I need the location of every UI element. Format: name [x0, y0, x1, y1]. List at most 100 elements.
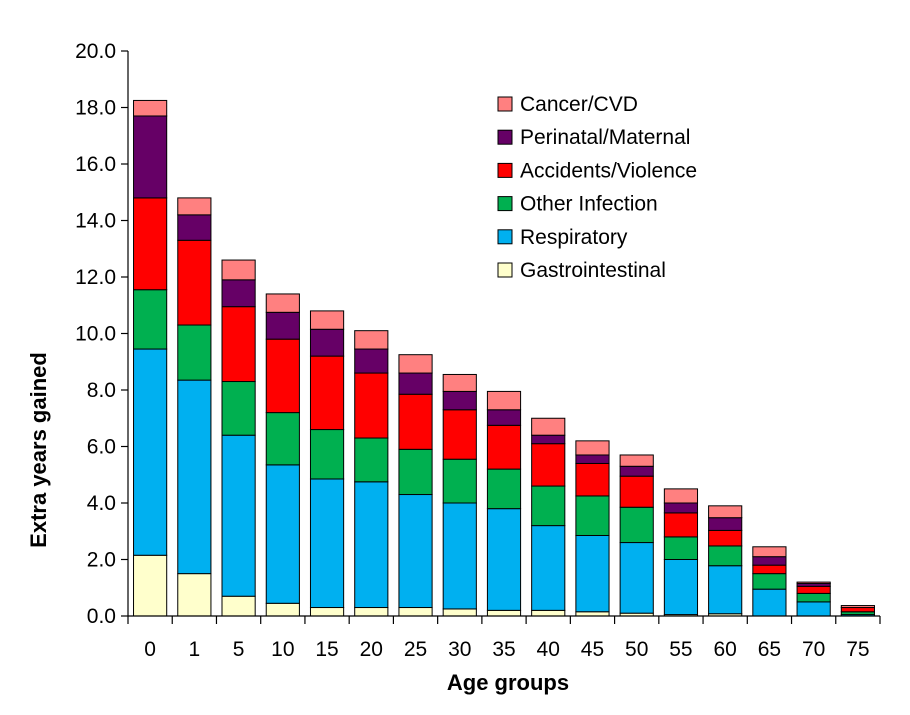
legend-swatch — [497, 129, 513, 145]
x-tick-label: 40 — [537, 638, 560, 661]
bar-segment-other-infection-70 — [796, 592, 831, 603]
bar-segment-perinatal-maternal-60 — [708, 517, 743, 531]
bar-segment-other-infection-1 — [177, 324, 212, 381]
bar-segment-accidents-violence-10 — [265, 338, 300, 414]
bar-segment-perinatal-maternal-45 — [575, 454, 610, 464]
bar-segment-perinatal-maternal-0 — [133, 115, 168, 199]
bar-segment-cancer-cvd-10 — [265, 293, 300, 313]
y-tick-label: 16.0 — [75, 153, 116, 176]
bars-group — [133, 99, 875, 617]
x-ticks-group: 0 1 5 10 15 20 25 30 35 40 45 50 55 60 65 70 75 — [127, 616, 881, 661]
bar-segment-respiratory-25 — [398, 494, 433, 609]
bar-segment-gastrointestinal-30 — [442, 608, 477, 617]
bar-segment-accidents-violence-60 — [708, 529, 743, 547]
legend-label: Cancer/CVD — [520, 93, 638, 116]
x-tick-label: 45 — [581, 638, 604, 661]
bar-segment-gastrointestinal-1 — [177, 573, 212, 617]
x-tick-label: 5 — [233, 638, 245, 661]
legend-label: Perinatal/Maternal — [520, 126, 690, 149]
y-tick-label: 2.0 — [87, 549, 116, 572]
y-tick-label: 18.0 — [75, 97, 116, 120]
bar-segment-accidents-violence-1 — [177, 239, 212, 326]
bar-segment-cancer-cvd-30 — [442, 373, 477, 392]
bar-segment-perinatal-maternal-10 — [265, 311, 300, 340]
bar-segment-accidents-violence-35 — [486, 424, 522, 470]
x-tick-label: 60 — [713, 638, 736, 661]
bar-segment-perinatal-maternal-30 — [442, 390, 477, 411]
legend-label: Accidents/Violence — [520, 159, 697, 182]
x-tick-label: 10 — [271, 638, 294, 661]
bar-segment-accidents-violence-30 — [442, 409, 477, 460]
x-tick-label: 35 — [492, 638, 515, 661]
x-tick-label: 1 — [189, 638, 201, 661]
bar-segment-cancer-cvd-60 — [708, 505, 743, 519]
bar-segment-other-infection-55 — [663, 536, 699, 561]
bar-segment-respiratory-50 — [619, 542, 654, 614]
bar-segment-perinatal-maternal-20 — [354, 348, 389, 374]
x-axis-title: Age groups — [447, 670, 569, 695]
y-tick-label: 10.0 — [75, 323, 116, 346]
bar-segment-other-infection-20 — [354, 437, 389, 483]
bar-segment-gastrointestinal-0 — [133, 554, 168, 617]
bar-segment-perinatal-maternal-15 — [309, 328, 345, 357]
y-tick-label: 20.0 — [75, 40, 116, 63]
x-tick-label: 50 — [625, 638, 648, 661]
bar-segment-gastrointestinal-15 — [309, 607, 345, 617]
bar-segment-accidents-violence-45 — [575, 462, 610, 497]
bar-segment-accidents-violence-65 — [752, 564, 787, 575]
bar-segment-gastrointestinal-45 — [575, 611, 610, 617]
bar-segment-respiratory-60 — [708, 565, 743, 615]
bar-segment-other-infection-15 — [309, 429, 345, 480]
bar-segment-accidents-violence-25 — [398, 393, 433, 450]
bar-segment-other-infection-40 — [531, 485, 566, 527]
bar-segment-respiratory-1 — [177, 379, 212, 575]
bar-segment-respiratory-55 — [663, 559, 699, 616]
bar-segment-other-infection-45 — [575, 495, 610, 536]
legend-swatch — [497, 196, 513, 212]
bar-segment-gastrointestinal-35 — [486, 609, 522, 617]
bar-segment-perinatal-maternal-50 — [619, 465, 654, 477]
bar-segment-gastrointestinal-20 — [354, 607, 389, 617]
bar-segment-gastrointestinal-25 — [398, 607, 433, 617]
bar-segment-accidents-violence-55 — [663, 512, 699, 538]
legend-label: Respiratory — [520, 226, 628, 249]
bar-segment-other-infection-10 — [265, 412, 300, 466]
x-tick-label: 25 — [404, 638, 427, 661]
bar-segment-perinatal-maternal-1 — [177, 214, 212, 241]
bar-segment-other-infection-35 — [486, 468, 522, 510]
bar-segment-perinatal-maternal-65 — [752, 556, 787, 566]
x-tick-label: 0 — [144, 638, 156, 661]
bar-segment-other-infection-0 — [133, 289, 168, 350]
x-tick-label: 15 — [315, 638, 338, 661]
legend-swatch — [497, 262, 513, 278]
bar-segment-respiratory-10 — [265, 464, 300, 604]
bar-segment-cancer-cvd-25 — [398, 354, 433, 374]
legend: Cancer/CVD Perinatal/Maternal Accidents/Vi… — [497, 93, 697, 282]
y-tick-label: 0.0 — [87, 605, 116, 628]
y-tick-label: 14.0 — [75, 210, 116, 233]
x-tick-label: 30 — [448, 638, 471, 661]
x-tick-label: 55 — [669, 638, 692, 661]
bar-segment-perinatal-maternal-5 — [221, 279, 256, 308]
bar-segment-cancer-cvd-20 — [354, 330, 389, 350]
bar-segment-gastrointestinal-40 — [531, 609, 566, 617]
bar-segment-accidents-violence-50 — [619, 475, 654, 508]
bar-segment-respiratory-15 — [309, 478, 345, 609]
bar-segment-perinatal-maternal-25 — [398, 372, 433, 395]
bar-segment-respiratory-45 — [575, 534, 610, 613]
legend-label: Other Infection — [520, 193, 658, 216]
legend-swatch — [497, 96, 513, 112]
x-tick-label: 20 — [360, 638, 383, 661]
bar-segment-gastrointestinal-10 — [265, 602, 300, 617]
x-tick-label: 75 — [846, 638, 869, 661]
bar-segment-cancer-cvd-5 — [221, 259, 256, 281]
bar-segment-accidents-violence-15 — [309, 355, 345, 431]
bar-segment-accidents-violence-20 — [354, 372, 389, 439]
bar-segment-respiratory-35 — [486, 508, 522, 611]
bar-segment-accidents-violence-40 — [531, 443, 566, 487]
bar-segment-cancer-cvd-50 — [619, 454, 654, 467]
bar-segment-accidents-violence-5 — [221, 306, 256, 383]
bar-segment-cancer-cvd-65 — [752, 546, 787, 558]
bar-segment-cancer-cvd-35 — [486, 390, 522, 411]
